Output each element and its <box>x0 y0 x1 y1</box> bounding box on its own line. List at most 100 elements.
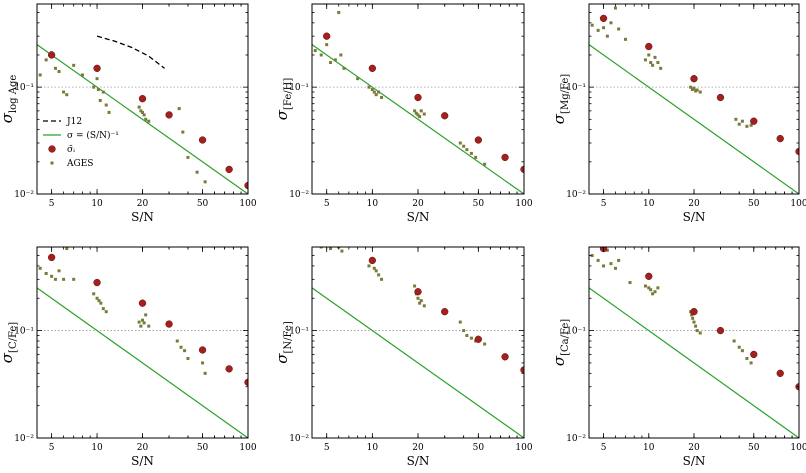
sigma-i-point <box>323 238 330 245</box>
sigma-i-point <box>690 75 698 83</box>
y-axis-label: σ[C/Fe] <box>0 322 19 363</box>
sigma-i-point <box>244 181 248 190</box>
y-tick-label: 10⁻¹ <box>14 327 34 337</box>
ages-point <box>92 292 96 296</box>
ages-point <box>694 324 698 328</box>
ages-point <box>628 281 632 285</box>
ages-point <box>57 269 61 273</box>
ages-point <box>80 73 84 77</box>
x-tick-label: 10 <box>367 443 379 453</box>
ages-point <box>201 361 205 365</box>
ages-point <box>62 277 66 281</box>
ages-point <box>596 258 600 262</box>
ages-point <box>96 88 100 92</box>
ages-point <box>367 264 371 268</box>
ages-point <box>340 249 344 253</box>
model-line <box>37 44 248 194</box>
x-tick-label: 20 <box>137 443 149 453</box>
ages-point <box>643 284 647 288</box>
legend-ages-swatch <box>50 161 54 165</box>
x-tick-label: 50 <box>473 443 485 453</box>
x-tick-label: 20 <box>412 199 424 209</box>
ages-point <box>413 284 417 288</box>
sigma-i-point <box>414 93 422 102</box>
sigma-i-point <box>368 64 376 72</box>
ages-point <box>175 339 179 343</box>
ages-point <box>101 307 105 311</box>
ages-point <box>137 320 141 324</box>
ages-point <box>605 34 609 38</box>
ages-point <box>483 162 487 166</box>
ages-point <box>107 110 111 114</box>
x-tick-label: 100 <box>790 199 806 209</box>
ages-point <box>689 85 693 89</box>
y-label-symbol: σ <box>0 112 16 123</box>
ages-point <box>95 296 99 300</box>
model-line <box>589 44 799 194</box>
x-tick-label: 100 <box>515 199 532 209</box>
axes-frame <box>588 3 800 195</box>
y-tick-label: 10⁻² <box>14 190 34 200</box>
ages-point <box>329 61 333 65</box>
y-tick-label: 10⁻² <box>289 434 309 444</box>
ages-point <box>377 273 381 277</box>
sigma-i-point <box>716 326 725 335</box>
y-label-subscript: [C/Fe] <box>8 322 19 353</box>
x-tick-label: 100 <box>790 443 806 453</box>
ages-point <box>745 356 749 360</box>
ages-point <box>98 98 102 102</box>
ages-point <box>590 254 594 258</box>
sigma-i-point <box>165 111 173 119</box>
ages-point <box>337 10 341 14</box>
legend-sigma-i-swatch <box>48 145 56 153</box>
ages-point <box>203 180 207 184</box>
sigma-i-point <box>414 288 422 296</box>
ages-point <box>422 112 426 116</box>
ages-point <box>95 77 99 81</box>
ages-point <box>690 88 694 92</box>
ages-point <box>653 55 657 59</box>
ages-point <box>602 264 606 268</box>
sigma-i-point <box>138 95 147 103</box>
ages-point <box>465 334 469 338</box>
sigma-i-point <box>198 136 207 144</box>
sigma-i-point <box>93 278 101 287</box>
sigma-i-point <box>323 32 331 40</box>
ages-point <box>691 316 695 320</box>
ages-point <box>474 155 478 159</box>
ages-point <box>690 313 694 317</box>
sigma-i-point <box>716 93 725 102</box>
ages-point <box>465 148 469 152</box>
sigma-i-point <box>165 320 173 328</box>
ages-point <box>617 258 621 262</box>
ages-point <box>374 93 378 97</box>
y-tick-label: 10⁻² <box>566 434 586 444</box>
sigma-i-point <box>750 350 758 359</box>
ages-point <box>416 113 420 117</box>
y-tick-label: 10⁻¹ <box>566 327 586 337</box>
x-tick-label: 10 <box>91 199 103 209</box>
ages-point <box>72 63 76 67</box>
ages-point <box>101 90 105 94</box>
ages-point <box>649 61 653 65</box>
ages-point <box>656 61 660 65</box>
plot-area <box>589 247 799 438</box>
ages-point <box>651 292 655 296</box>
x-tick-label: 20 <box>688 443 700 453</box>
plot-area <box>37 35 248 194</box>
ages-point <box>419 109 423 113</box>
ages-point <box>372 266 376 270</box>
ages-point <box>339 53 343 57</box>
x-tick-label: 5 <box>324 443 330 453</box>
ages-point <box>141 110 144 114</box>
plot-area <box>37 247 248 438</box>
axes-frame <box>588 246 800 439</box>
ages-point <box>422 304 426 308</box>
ages-point <box>53 277 57 281</box>
x-tick-label: 100 <box>239 443 256 453</box>
x-tick-label: 50 <box>473 199 485 209</box>
sigma-i-point <box>776 134 784 143</box>
y-label-symbol: σ <box>0 352 16 363</box>
ages-point <box>740 119 744 123</box>
y-axis-label: σ[Fe/H] <box>273 78 294 121</box>
